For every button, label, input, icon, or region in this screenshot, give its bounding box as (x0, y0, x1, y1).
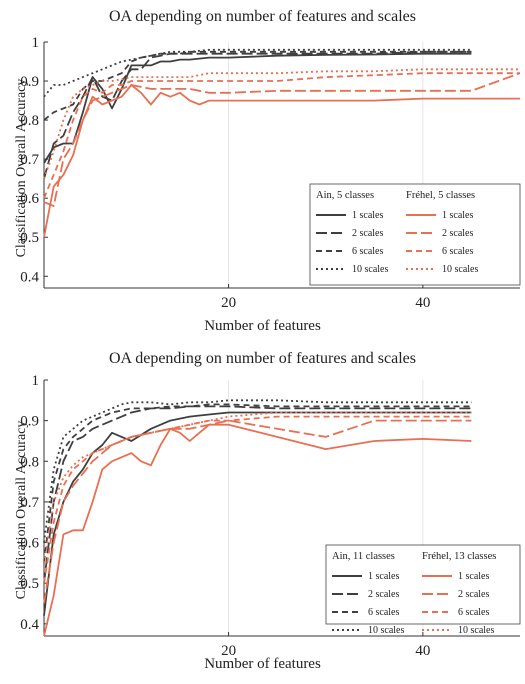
legend-entry-label: 10 scales (442, 264, 478, 275)
legend-entry-label: 2 scales (352, 228, 383, 239)
y-tick-label: 0.9 (20, 414, 39, 430)
line-chart-plot: 0.4 0.5 0.6 0.7 0.8 0.9 1 20 40 Ain, 11 classes Fr… (20, 373, 521, 659)
y-tick-label: 0.4 (20, 617, 39, 633)
y-tick-label: 0.9 (20, 74, 39, 90)
y-tick-label: 0.6 (20, 191, 39, 207)
x-axis-label: Number of features (204, 656, 321, 672)
legend-entry-label: 1 scales (442, 210, 473, 221)
y-tick-label: 0.8 (20, 113, 39, 129)
legend-entry-label: 1 scales (458, 571, 489, 582)
legend-entry-label: 2 scales (368, 589, 399, 600)
series-line (43, 52, 472, 164)
legend-entry-label: 6 scales (368, 607, 399, 618)
y-tick-label: 1 (32, 35, 40, 51)
legend-entry-label: 2 scales (442, 228, 473, 239)
chart-title: OA depending on number of features and s… (108, 350, 416, 367)
chart-panel-top: OA depending on number of features and s… (14, 8, 521, 334)
series-line (43, 50, 472, 121)
legend-entry-label: 6 scales (352, 246, 383, 257)
x-tick-label: 40 (415, 643, 430, 659)
series-line (43, 405, 472, 584)
legend-entry-label: 2 scales (458, 589, 489, 600)
legend-entry-label: 10 scales (458, 625, 494, 636)
series-line (43, 403, 472, 564)
series-line (43, 50, 472, 179)
series-line (43, 399, 472, 543)
series-line (43, 423, 472, 637)
series-line (43, 84, 520, 238)
legend-box (325, 544, 521, 625)
legend: Ain, 11 classes Fréhel, 13 classes 1 scale… (325, 544, 521, 636)
x-tick-label: 40 (415, 295, 430, 311)
legend-group-header: Ain, 5 classes (316, 190, 374, 201)
y-tick-label: 0.7 (20, 495, 39, 511)
legend-entry-label: 10 scales (352, 264, 388, 275)
series-line (43, 72, 521, 207)
line-chart-plot: 0.4 0.5 0.6 0.7 0.8 0.9 1 20 40 Ain, 5 classes Fré… (20, 35, 521, 311)
legend-entry-label: 6 scales (442, 246, 473, 257)
chart-panel-bottom: OA depending on number of features and s… (0, 342, 525, 684)
legend-entry-label: 6 scales (458, 607, 489, 618)
series-line (43, 48, 472, 98)
legend-group-header: Ain, 11 classes (332, 551, 395, 562)
legend-box (309, 183, 521, 286)
x-tick-label: 20 (221, 643, 236, 659)
legend-entry-label: 1 scales (368, 571, 399, 582)
legend-group-header: Fréhel, 5 classes (406, 190, 475, 201)
y-tick-label: 0.4 (20, 269, 39, 285)
legend: Ain, 5 classes Fréhel, 5 classes 1 scales 2… (309, 183, 521, 286)
y-tick-label: 0.5 (20, 576, 39, 592)
legend-group-header: Fréhel, 13 classes (422, 551, 496, 562)
series-line (43, 415, 472, 584)
y-tick-label: 0.7 (20, 152, 39, 168)
series-line (43, 72, 520, 199)
x-axis-label: Number of features (204, 318, 321, 334)
series-line (43, 411, 472, 564)
y-tick-label: 0.8 (20, 454, 39, 470)
chart-title: OA depending on number of features and s… (108, 8, 416, 25)
series-line (43, 419, 472, 604)
y-tick-label: 0.5 (20, 230, 39, 246)
x-tick-label: 20 (221, 295, 236, 311)
series-line (43, 68, 520, 180)
legend-entry-label: 1 scales (352, 210, 383, 221)
y-tick-label: 1 (32, 373, 40, 389)
legend-entry-label: 10 scales (368, 625, 404, 636)
y-tick-label: 0.6 (20, 536, 39, 552)
